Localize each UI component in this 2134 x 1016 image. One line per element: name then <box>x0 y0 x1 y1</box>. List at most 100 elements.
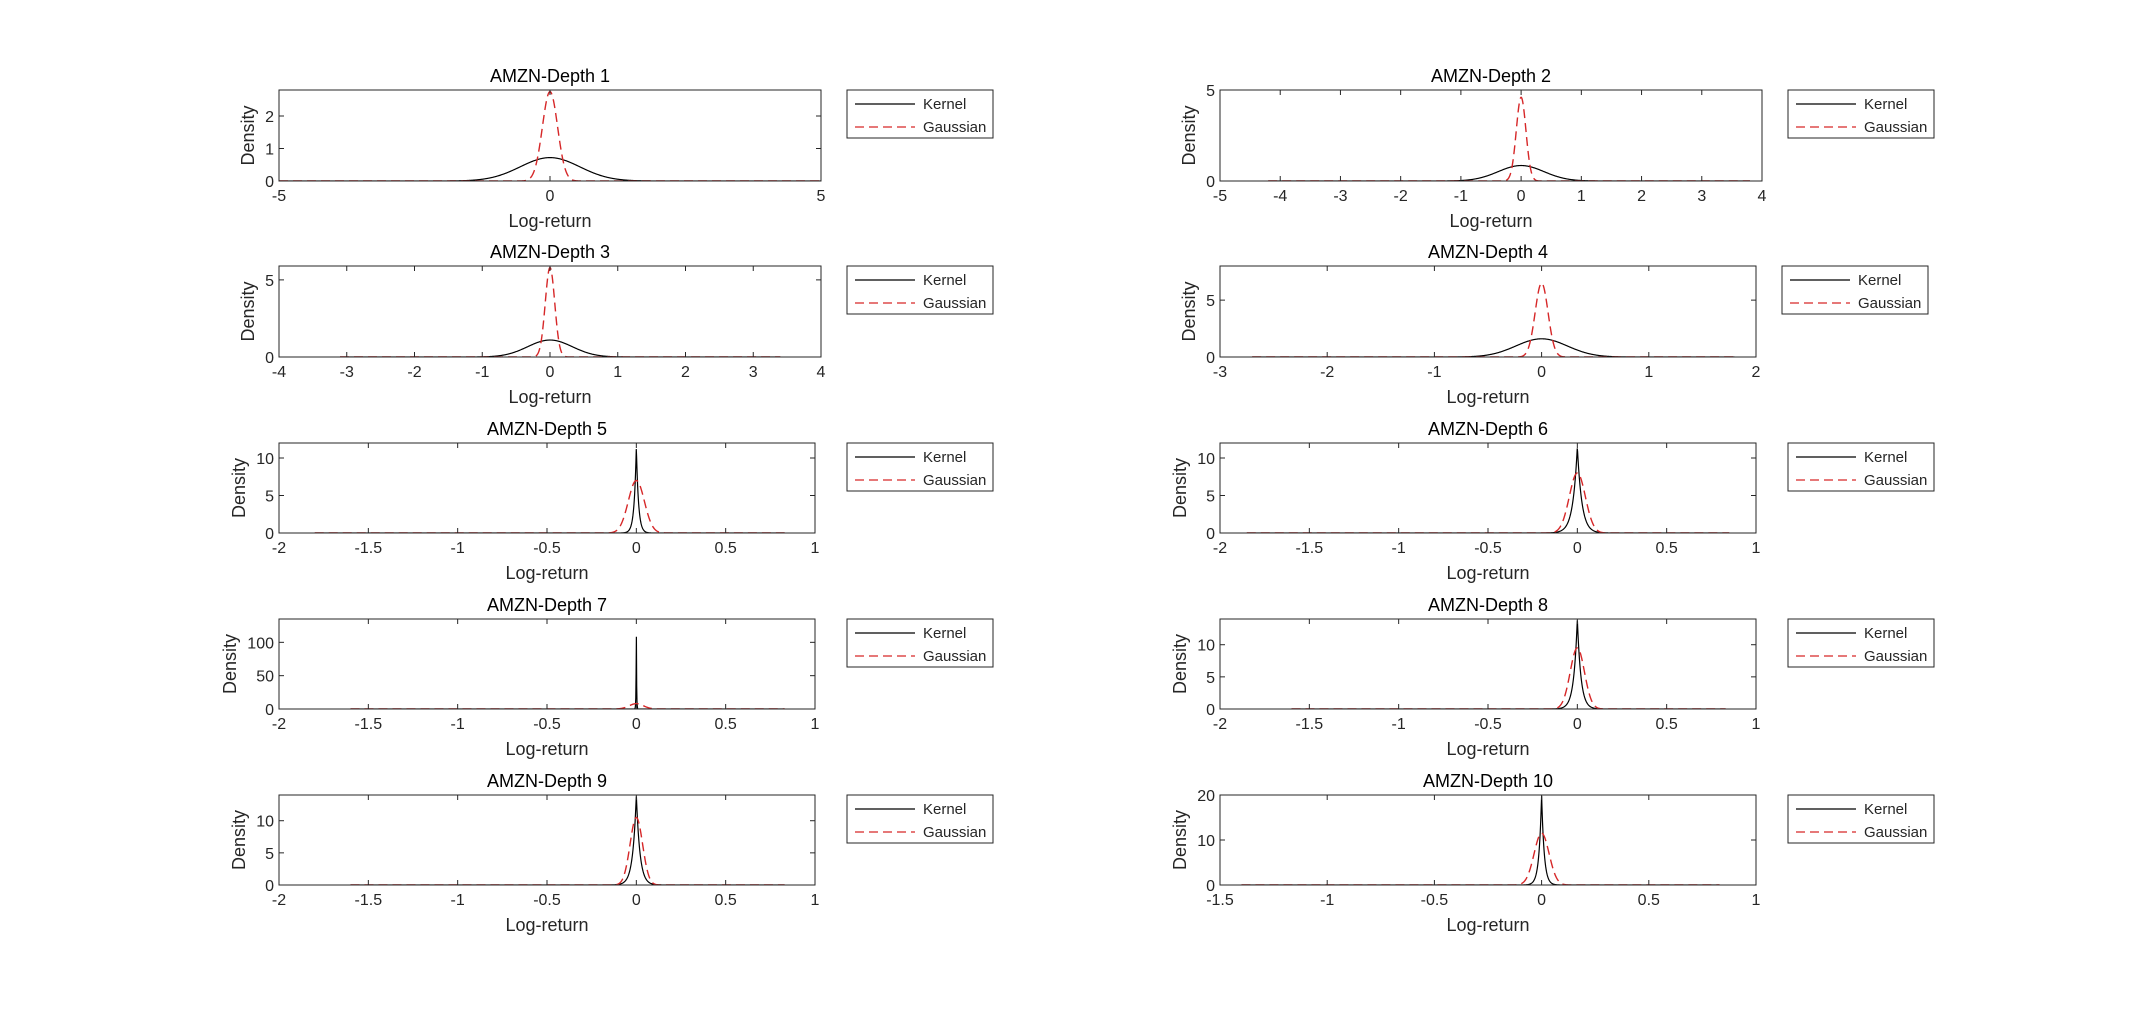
subplot-title: AMZN-Depth 2 <box>1431 66 1551 86</box>
legend-label: Gaussian <box>1864 119 1927 136</box>
x-tick-label: 1 <box>1752 716 1761 733</box>
y-tick-label: 100 <box>247 635 274 652</box>
subplot-title: AMZN-Depth 1 <box>490 66 610 86</box>
legend-label: Kernel <box>923 449 966 466</box>
legend-box <box>846 265 994 315</box>
legend-label: Kernel <box>923 625 966 642</box>
legend-label: Kernel <box>1864 96 1907 113</box>
x-tick-label: -2 <box>407 364 421 381</box>
subplot-9: AMZN-Depth 9-2 -1.5 -1 -0.5 0 0.5 10510Log-ret… <box>229 771 994 935</box>
x-tick-label: -1.5 <box>355 716 383 733</box>
x-tick-label: 2 <box>1752 364 1761 381</box>
y-axis-label: Density <box>238 281 258 341</box>
legend-label: Gaussian <box>923 648 986 665</box>
y-tick-label: 50 <box>256 669 274 686</box>
x-tick-label: 0 <box>546 188 555 205</box>
subplot-title: AMZN-Depth 4 <box>1428 242 1548 262</box>
x-axis-label: Log-return <box>505 915 588 935</box>
legend-label: Kernel <box>1864 449 1907 466</box>
axes-box <box>1219 265 1757 358</box>
x-tick-label: -2 <box>1394 188 1408 205</box>
y-tick-label: 10 <box>1197 833 1215 850</box>
subplot-title: AMZN-Depth 8 <box>1428 595 1548 615</box>
legend-box <box>1787 442 1935 492</box>
x-tick-label: 0.5 <box>1638 892 1660 909</box>
x-tick-label: 1 <box>1644 364 1653 381</box>
series-group <box>1268 96 1750 181</box>
legend-box <box>1787 618 1935 668</box>
x-tick-label: -1.5 <box>355 892 383 909</box>
y-tick-label: 0 <box>265 174 274 191</box>
x-axis-label: Log-return <box>1446 563 1529 583</box>
legend-label: Gaussian <box>923 824 986 841</box>
x-tick-label: -1 <box>475 364 489 381</box>
x-tick-label: 0 <box>632 540 641 557</box>
legend: Kernel Gaussian <box>846 442 994 492</box>
x-tick-label: 0.5 <box>1656 540 1678 557</box>
x-axis-label: Log-return <box>508 387 591 407</box>
x-axis-label: Log-return <box>1446 387 1529 407</box>
x-tick-label: -3 <box>340 364 354 381</box>
y-tick-label: 1 <box>265 142 274 159</box>
series-line-gaussian <box>1268 96 1750 181</box>
x-tick-label: 1 <box>811 540 820 557</box>
legend: Kernel Gaussian <box>1787 794 1935 844</box>
legend-label: Gaussian <box>1858 295 1921 312</box>
x-tick-label: -0.5 <box>533 540 561 557</box>
y-axis-label: Density <box>229 458 249 518</box>
x-tick-label: -0.5 <box>533 892 561 909</box>
subplot-2: AMZN-Depth 2 -5 -4 -3 -2 -1 0 1 2 3 4 0 5 Log-return D… <box>1179 66 1935 231</box>
legend-label: Kernel <box>923 272 966 289</box>
x-tick-label: -2 <box>272 716 286 733</box>
x-tick-label: -5 <box>1213 188 1227 205</box>
x-tick-label: -1.5 <box>1296 716 1324 733</box>
legend: Kernel Gaussian <box>1787 442 1935 492</box>
x-tick-label: 4 <box>817 364 826 381</box>
x-tick-label: 2 <box>1637 188 1646 205</box>
x-tick-label: 0 <box>1517 188 1526 205</box>
legend: Kernel Gaussian <box>1787 89 1935 139</box>
x-axis-label: Log-return <box>1446 739 1529 759</box>
y-tick-label: 0 <box>1206 878 1215 895</box>
x-tick-label: 4 <box>1758 188 1767 205</box>
x-tick-label: 1 <box>613 364 622 381</box>
x-tick-label: -2 <box>1320 364 1334 381</box>
x-tick-label: -1 <box>451 540 465 557</box>
x-tick-label: -2 <box>272 540 286 557</box>
x-tick-label: 0.5 <box>1656 716 1678 733</box>
x-tick-label: -1 <box>1392 716 1406 733</box>
legend-label: Gaussian <box>923 472 986 489</box>
subplot-title: AMZN-Depth 3 <box>490 242 610 262</box>
series-line-kernel <box>1252 338 1735 357</box>
x-tick-label: -2 <box>1213 716 1227 733</box>
x-axis-label: Log-return <box>508 211 591 231</box>
y-axis-label: Density <box>229 810 249 870</box>
subplot-grid: AMZN-Depth 1-5 0 5012Log-returnDensityKern… <box>220 66 1935 935</box>
legend: Kernel Gaussian <box>846 89 994 139</box>
y-tick-label: 5 <box>265 273 274 290</box>
y-tick-label: 5 <box>265 489 274 506</box>
x-axis-label: Log-return <box>505 739 588 759</box>
x-tick-label: 0 <box>546 364 555 381</box>
x-tick-label: 1 <box>1752 540 1761 557</box>
y-tick-label: 0 <box>1206 350 1215 367</box>
series-line-kernel <box>279 157 821 181</box>
y-tick-label: 0 <box>1206 702 1215 719</box>
x-tick-label: 0 <box>632 716 641 733</box>
axes-box <box>1219 89 1763 182</box>
legend-box <box>846 442 994 492</box>
legend-label: Kernel <box>1858 272 1901 289</box>
series-line-gaussian <box>339 266 781 357</box>
x-tick-label: -1 <box>451 892 465 909</box>
legend-box <box>846 89 994 139</box>
x-tick-label: 1 <box>811 716 820 733</box>
x-tick-label: -1 <box>1427 364 1441 381</box>
legend: Kernel Gaussian <box>1787 618 1935 668</box>
subplot-7: AMZN-Depth 7 -2 -1.5 -1 -0.5 0 0.5 1 0 50 100 Log-r… <box>220 595 994 759</box>
series-group <box>1252 282 1735 357</box>
x-tick-label: -2 <box>1213 540 1227 557</box>
x-tick-label: 0 <box>1537 892 1546 909</box>
y-tick-label: 0 <box>265 702 274 719</box>
y-tick-label: 0 <box>265 878 274 895</box>
